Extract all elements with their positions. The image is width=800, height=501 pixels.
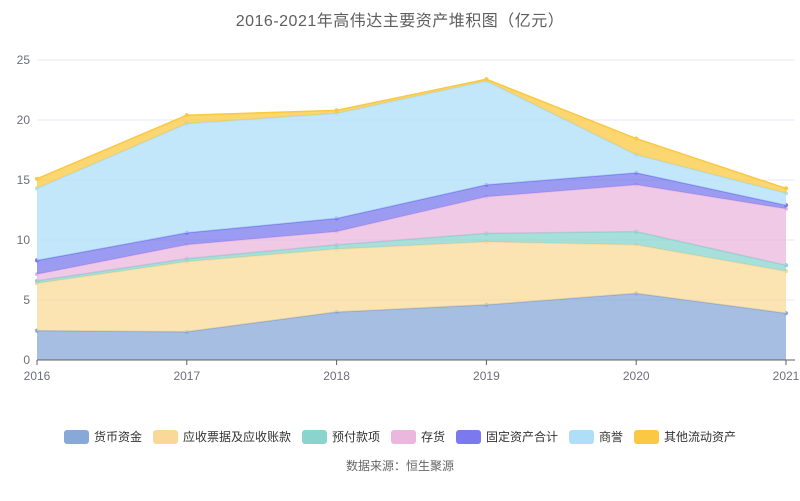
y-axis-tick-label: 10 <box>17 233 31 247</box>
legend-swatch <box>152 429 178 444</box>
x-axis-tick-label: 2019 <box>473 369 500 383</box>
data-source-text: 数据来源：恒生聚源 <box>345 459 454 473</box>
legend-item-6[interactable]: 其他流动资产 <box>634 428 736 445</box>
legend-label: 预付款项 <box>331 430 380 444</box>
point-marker <box>184 113 189 118</box>
x-axis-tick-label: 2018 <box>323 369 350 383</box>
legend-label: 应收票据及应收账款 <box>182 430 291 444</box>
chart-title: 2016-2021年高伟达主要资产堆积图（亿元） <box>235 13 565 30</box>
area-series-0[interactable] <box>37 293 786 360</box>
legend-swatch <box>456 429 481 444</box>
y-axis-tick-label: 0 <box>23 353 30 367</box>
legend-swatch <box>390 429 416 444</box>
y-axis-tick-label: 5 <box>23 293 30 307</box>
y-axis-tick-label: 25 <box>17 53 31 67</box>
legend-item-3[interactable]: 存货 <box>390 428 445 445</box>
legend-swatch <box>63 429 89 444</box>
legend-item-0[interactable]: 货币资金 <box>63 428 142 445</box>
legend-label: 货币资金 <box>93 430 142 444</box>
legend: 货币资金 应收票据及应收账款 预付款项 存货 固定资产合计 商誉 其他流动资产 <box>0 428 800 445</box>
legend-label: 商誉 <box>599 430 624 444</box>
legend-item-5[interactable]: 商誉 <box>569 428 623 445</box>
point-marker <box>334 108 339 113</box>
area-series-5[interactable] <box>37 81 786 261</box>
legend-label: 其他流动资产 <box>664 430 737 444</box>
point-marker <box>783 186 789 191</box>
x-axis-tick-label: 2017 <box>173 369 200 383</box>
y-axis-tick-label: 15 <box>17 173 31 187</box>
x-axis-tick-label: 2021 <box>773 369 800 383</box>
line-series-6 <box>36 78 787 190</box>
legend-item-1[interactable]: 应收票据及应收账款 <box>152 428 291 445</box>
point-marker <box>484 77 489 82</box>
area-series-1[interactable] <box>37 241 786 332</box>
point-marker <box>34 176 40 181</box>
legend-item-4[interactable]: 固定资产合计 <box>456 428 558 445</box>
legend-swatch <box>301 429 327 444</box>
area-series-2[interactable] <box>37 231 786 284</box>
area-series-3[interactable] <box>37 184 786 281</box>
point-marker <box>634 136 639 141</box>
legend-label: 固定资产合计 <box>486 430 559 444</box>
x-axis-tick-label: 2020 <box>623 369 650 383</box>
x-axis-tick-label: 2016 <box>24 369 51 383</box>
plot-svg: 0 5 10 15 20 25 2016 2017 2018 2019 2020 2021 <box>17 53 800 383</box>
legend-item-2[interactable]: 预付款项 <box>301 428 380 445</box>
legend-swatch <box>569 429 595 444</box>
y-axis-tick-label: 20 <box>17 113 31 127</box>
legend-label: 存货 <box>420 430 445 444</box>
legend-swatch <box>634 429 660 444</box>
